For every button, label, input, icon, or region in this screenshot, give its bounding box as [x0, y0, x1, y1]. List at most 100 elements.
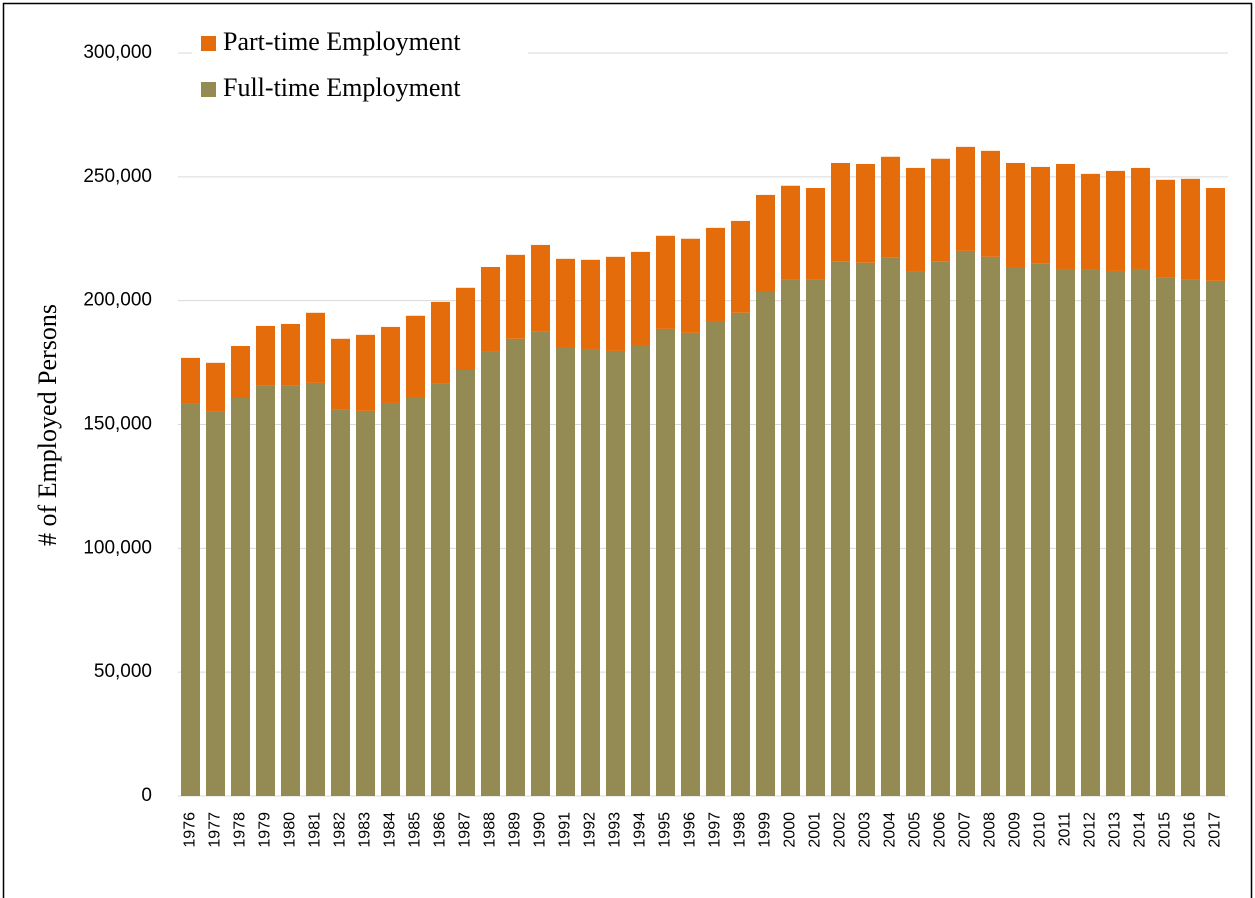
y-tick-label: 300,000 [83, 42, 152, 63]
bar-segment [681, 238, 700, 333]
x-tick-label: 1979 [257, 812, 274, 848]
bar-segment [881, 156, 900, 258]
x-tick-label: 1977 [207, 812, 224, 848]
bar-segment [1206, 187, 1225, 281]
bar-segment [1056, 163, 1075, 269]
bar-segment [406, 397, 425, 796]
bar-segment [756, 194, 775, 292]
bar-segment [481, 351, 500, 796]
bar-segment [431, 383, 450, 796]
bar-segment [431, 301, 450, 384]
legend-label: Full-time Employment [223, 73, 461, 102]
x-tick-label: 1990 [532, 812, 549, 848]
bar-segment [656, 235, 675, 329]
bar-segment [831, 261, 850, 797]
x-tick-label: 1983 [357, 812, 374, 848]
x-tick-label: 1981 [307, 812, 324, 848]
bar-segment [956, 146, 975, 251]
bar-segment [1031, 263, 1050, 796]
legend-swatch [201, 82, 216, 97]
x-tick-label: 2015 [1157, 812, 1174, 848]
bar-segment [306, 382, 325, 796]
bar-segment [256, 325, 275, 386]
x-tick-label: 2011 [1057, 812, 1074, 847]
bar-segment [806, 187, 825, 280]
y-axis-title: # of Employed Persons [33, 304, 62, 546]
x-tick-label: 1988 [482, 812, 499, 848]
bar-segment [581, 259, 600, 349]
x-tick-label: 1986 [432, 812, 449, 848]
x-tick-label: 2000 [782, 812, 799, 848]
x-tick-label: 1993 [607, 812, 624, 848]
bar-segment [631, 251, 650, 345]
x-tick-label: 1976 [182, 812, 199, 848]
bar-segment [981, 256, 1000, 796]
bar-segment [1206, 280, 1225, 796]
bar-segment [231, 345, 250, 398]
bar-segment [731, 220, 750, 313]
x-tick-label: 1992 [582, 812, 599, 848]
bar-segment [806, 279, 825, 796]
bar-segment [1131, 268, 1150, 796]
x-tick-label: 1996 [682, 812, 699, 848]
bar-segment [456, 370, 475, 796]
x-tick-label: 1998 [732, 812, 749, 848]
x-tick-label: 1995 [657, 812, 674, 848]
legend-swatch [201, 36, 216, 51]
bar-segment [731, 312, 750, 796]
x-tick-label: 2012 [1082, 812, 1099, 848]
x-tick-label: 1994 [632, 812, 649, 848]
bar-segment [1056, 268, 1075, 796]
bar-segment [631, 344, 650, 796]
x-tick-label: 1982 [332, 812, 349, 848]
x-tick-label: 2003 [857, 812, 874, 848]
bar-segment [1106, 270, 1125, 796]
bar-segment [856, 163, 875, 263]
y-tick-label: 100,000 [83, 537, 152, 558]
bar-segment [831, 162, 850, 262]
x-tick-label: 1999 [757, 812, 774, 848]
bar-segment [181, 357, 200, 404]
bar-segment [706, 320, 725, 796]
bar-segment [1081, 269, 1100, 796]
bar-segment [256, 385, 275, 796]
bar-segment [556, 346, 575, 796]
x-tick-label: 2002 [832, 812, 849, 848]
bar-segment [706, 227, 725, 321]
bar-segment [1181, 279, 1200, 796]
bar-segment [756, 291, 775, 796]
bar-segment [956, 250, 975, 796]
y-tick-label: 150,000 [83, 414, 152, 435]
y-tick-label: 200,000 [83, 290, 152, 311]
bar-segment [981, 150, 1000, 257]
bar-segment [281, 385, 300, 796]
bar-segment [1156, 179, 1175, 278]
x-tick-label: 1997 [707, 812, 724, 848]
bar-segment [506, 254, 525, 339]
bar-segment [356, 410, 375, 796]
bar-segment [856, 262, 875, 796]
x-tick-label: 2004 [882, 812, 899, 848]
x-tick-label: 2001 [807, 812, 824, 848]
y-tick-label: 50,000 [94, 661, 152, 682]
bar-segment [231, 397, 250, 796]
bar-segment [456, 287, 475, 371]
bar-segment [1131, 167, 1150, 269]
bar-segment [381, 402, 400, 796]
legend-label: Part-time Employment [223, 27, 461, 56]
bar-segment [506, 338, 525, 796]
bar-segment [556, 258, 575, 347]
y-tick-label: 0 [141, 785, 152, 806]
bar-segment [281, 323, 300, 386]
x-tick-label: 2006 [932, 812, 949, 848]
bar-segment [656, 328, 675, 796]
bar-segment [781, 279, 800, 796]
bar-segment [606, 350, 625, 796]
x-tick-label: 2013 [1107, 812, 1124, 848]
bar-segment [481, 266, 500, 352]
bar-segment [881, 257, 900, 797]
x-tick-label: 2005 [907, 812, 924, 848]
x-tick-label: 2017 [1207, 812, 1224, 848]
bar-segment [681, 332, 700, 796]
x-tick-label: 2010 [1032, 812, 1049, 848]
